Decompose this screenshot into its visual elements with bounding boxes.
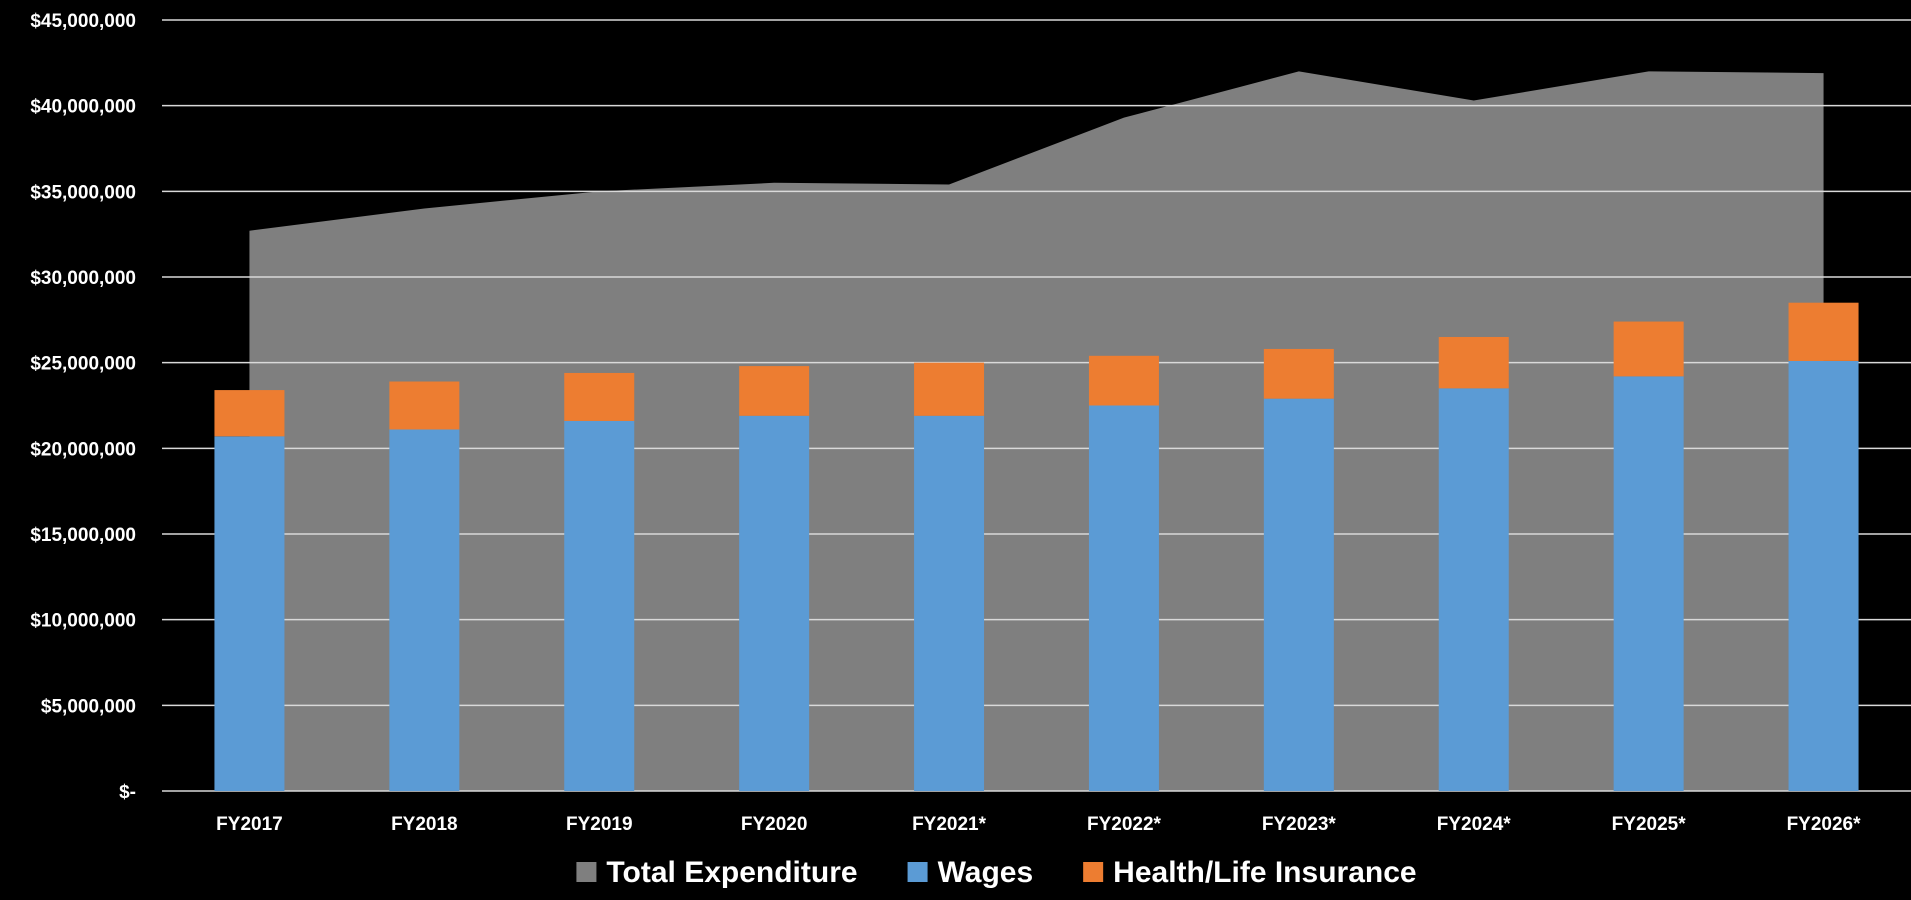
- bar-health-life-insurance-fy2018: [389, 381, 460, 430]
- legend-swatch-total-expenditure: [576, 862, 597, 882]
- bar-health-life-insurance-fy2022: [1088, 355, 1159, 406]
- y-tick-label: $-: [119, 782, 136, 803]
- y-tick-label: $15,000,000: [30, 525, 136, 546]
- x-tick-label: FY2019: [566, 814, 633, 835]
- x-tick-label: FY2025*: [1612, 814, 1687, 835]
- bar-wages-fy2023: [1263, 398, 1334, 791]
- legend-swatch-health-life-insurance: [1083, 862, 1104, 882]
- bar-wages-fy2025: [1613, 376, 1684, 791]
- total-expenditure-area: [249, 71, 1824, 791]
- bar-wages-fy2021: [914, 415, 985, 791]
- x-tick-label: FY2023*: [1262, 814, 1337, 835]
- x-tick-label: FY2024*: [1437, 814, 1512, 835]
- x-tick-label: FY2020: [741, 814, 808, 835]
- bar-health-life-insurance-fy2019: [564, 372, 635, 421]
- bar-health-life-insurance-fy2025: [1613, 321, 1684, 377]
- legend-label-total-expenditure: Total Expenditure: [606, 856, 857, 889]
- y-tick-label: $10,000,000: [30, 611, 136, 632]
- bar-wages-fy2024: [1438, 388, 1509, 791]
- y-tick-label: $5,000,000: [41, 696, 136, 717]
- x-tick-label: FY2017: [216, 814, 283, 835]
- legend-swatch-wages: [907, 862, 928, 882]
- y-tick-label: $30,000,000: [30, 268, 136, 289]
- bar-wages-fy2017: [214, 436, 285, 791]
- y-tick-label: $35,000,000: [30, 182, 136, 203]
- y-tick-label: $20,000,000: [30, 439, 136, 460]
- x-tick-label: FY2018: [391, 814, 458, 835]
- bar-health-life-insurance-fy2021: [914, 362, 985, 416]
- y-tick-label: $25,000,000: [30, 354, 136, 375]
- bar-wages-fy2019: [564, 420, 635, 791]
- x-tick-label: FY2026*: [1787, 814, 1862, 835]
- bar-health-life-insurance-fy2020: [739, 366, 810, 416]
- legend-label-health-life-insurance: Health/Life Insurance: [1113, 856, 1416, 889]
- bar-health-life-insurance-fy2023: [1263, 348, 1334, 399]
- axes: $- $5,000,000 $10,000,000 $15,000,000 $20,00…: [30, 11, 1861, 835]
- bar-wages-fy2026: [1788, 360, 1859, 791]
- x-tick-label: FY2021*: [912, 814, 987, 835]
- y-tick-label: $45,000,000: [30, 11, 136, 32]
- bar-health-life-insurance-fy2024: [1438, 336, 1509, 389]
- x-tick-label: FY2022*: [1087, 814, 1162, 835]
- legend: Total Expenditure Wages Health/Life Insura…: [576, 856, 1417, 889]
- bar-health-life-insurance-fy2017: [214, 390, 285, 437]
- bar-wages-fy2020: [739, 415, 810, 791]
- bar-health-life-insurance-fy2026: [1788, 302, 1859, 361]
- bars: [214, 302, 1859, 791]
- total-expenditure-area-shape: [249, 71, 1824, 791]
- y-tick-label: $40,000,000: [30, 97, 136, 118]
- legend-label-wages: Wages: [938, 856, 1034, 889]
- bar-wages-fy2022: [1088, 405, 1159, 791]
- bar-wages-fy2018: [389, 429, 460, 791]
